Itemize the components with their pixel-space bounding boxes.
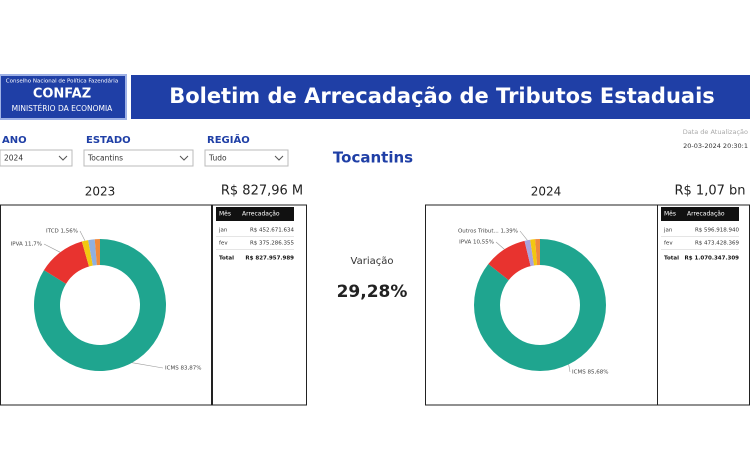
table-frame xyxy=(657,204,750,406)
filter-label: REGIÃO xyxy=(207,133,250,146)
leader-line xyxy=(495,241,505,250)
panel-year: 2023 xyxy=(85,185,116,199)
org-name: CONFAZ xyxy=(33,87,91,102)
variation-label: Variação xyxy=(351,256,394,267)
org-line1: Conselho Nacional de Política Fazendária xyxy=(6,78,118,85)
table-cell: jan xyxy=(218,228,228,234)
table-cell: fev xyxy=(219,241,228,247)
donut-frame xyxy=(0,204,212,406)
leader-line xyxy=(43,243,61,253)
filter-dropdown[interactable] xyxy=(204,149,289,167)
dropdown-arrow[interactable] xyxy=(274,155,284,161)
filter-dropdown[interactable] xyxy=(0,149,73,167)
table-cell: R$ 452.671.634 xyxy=(250,228,295,234)
donut-slice[interactable] xyxy=(474,239,607,371)
table-total: Total xyxy=(219,256,234,262)
table-header: Arrecadação xyxy=(242,211,280,218)
slice-label: IPVA 10,55% xyxy=(459,240,494,246)
donut-slice[interactable] xyxy=(530,239,538,266)
panel-year: 2024 xyxy=(531,185,562,199)
table-cell: R$ 375.286.355 xyxy=(250,241,295,247)
org-line2: MINISTÉRIO DA ECONOMIA xyxy=(12,104,114,113)
update-value: 20-03-2024 20:30:1 xyxy=(683,142,748,150)
filter-dropdown[interactable] xyxy=(83,149,194,167)
slice-label: ICMS 83,87% xyxy=(165,366,201,372)
donut-slice[interactable] xyxy=(94,239,100,266)
leader-line xyxy=(131,362,164,369)
panel-total: R$ 827,96 M xyxy=(221,184,303,199)
table-header: Mês xyxy=(664,211,676,218)
page-title: Boletim de Arrecadação de Tributos Estad… xyxy=(169,84,715,108)
leader-line xyxy=(568,364,571,373)
donut-slice[interactable] xyxy=(535,239,540,266)
donut-slice[interactable] xyxy=(33,239,166,371)
leader-line xyxy=(519,230,528,241)
table-cell: R$ 596.918.940 xyxy=(695,228,740,234)
filter-label: ESTADO xyxy=(86,135,131,146)
filter-value: Tocantins xyxy=(87,154,123,163)
table-header: Arrecadação xyxy=(687,211,725,218)
table-header-bg xyxy=(216,207,294,221)
table-frame xyxy=(212,204,307,406)
filter-value: Tudo xyxy=(208,154,227,163)
slice-label: ITCD 1,56% xyxy=(46,229,78,235)
donut-slice[interactable] xyxy=(81,240,93,267)
donut-slice[interactable] xyxy=(488,240,531,281)
table-header: Mês xyxy=(219,211,231,218)
table-header-bg xyxy=(661,207,739,221)
donut-slice[interactable] xyxy=(88,239,97,266)
dropdown-arrow[interactable] xyxy=(179,155,189,161)
logo-box xyxy=(0,74,127,120)
filter-value: 2024 xyxy=(4,154,23,163)
donut-frame xyxy=(425,204,658,406)
table-cell: R$ 473.428.369 xyxy=(695,241,740,247)
table-total: R$ 1.070.347.309 xyxy=(684,256,739,262)
donut-slice[interactable] xyxy=(43,241,90,284)
leader-line xyxy=(79,230,86,241)
donut-slice[interactable] xyxy=(524,239,535,267)
dropdown-arrow[interactable] xyxy=(58,155,68,161)
title-bar xyxy=(131,75,750,119)
table-cell: fev xyxy=(664,241,673,247)
slice-label: ICMS 85,68% xyxy=(572,370,608,376)
state-heading: Tocantins xyxy=(333,149,413,167)
variation-value: 29,28% xyxy=(337,282,408,302)
update-label: Data de Atualização xyxy=(683,128,748,136)
slice-label: IPVA 11,7% xyxy=(11,242,42,248)
table-total: R$ 827.957.989 xyxy=(245,256,294,262)
table-cell: jan xyxy=(663,228,673,234)
table-total: Total xyxy=(664,256,679,262)
filter-label: ANO xyxy=(2,135,27,146)
slice-label: Outros Tribut... 1,39% xyxy=(458,229,518,235)
panel-total: R$ 1,07 bn xyxy=(674,184,745,199)
